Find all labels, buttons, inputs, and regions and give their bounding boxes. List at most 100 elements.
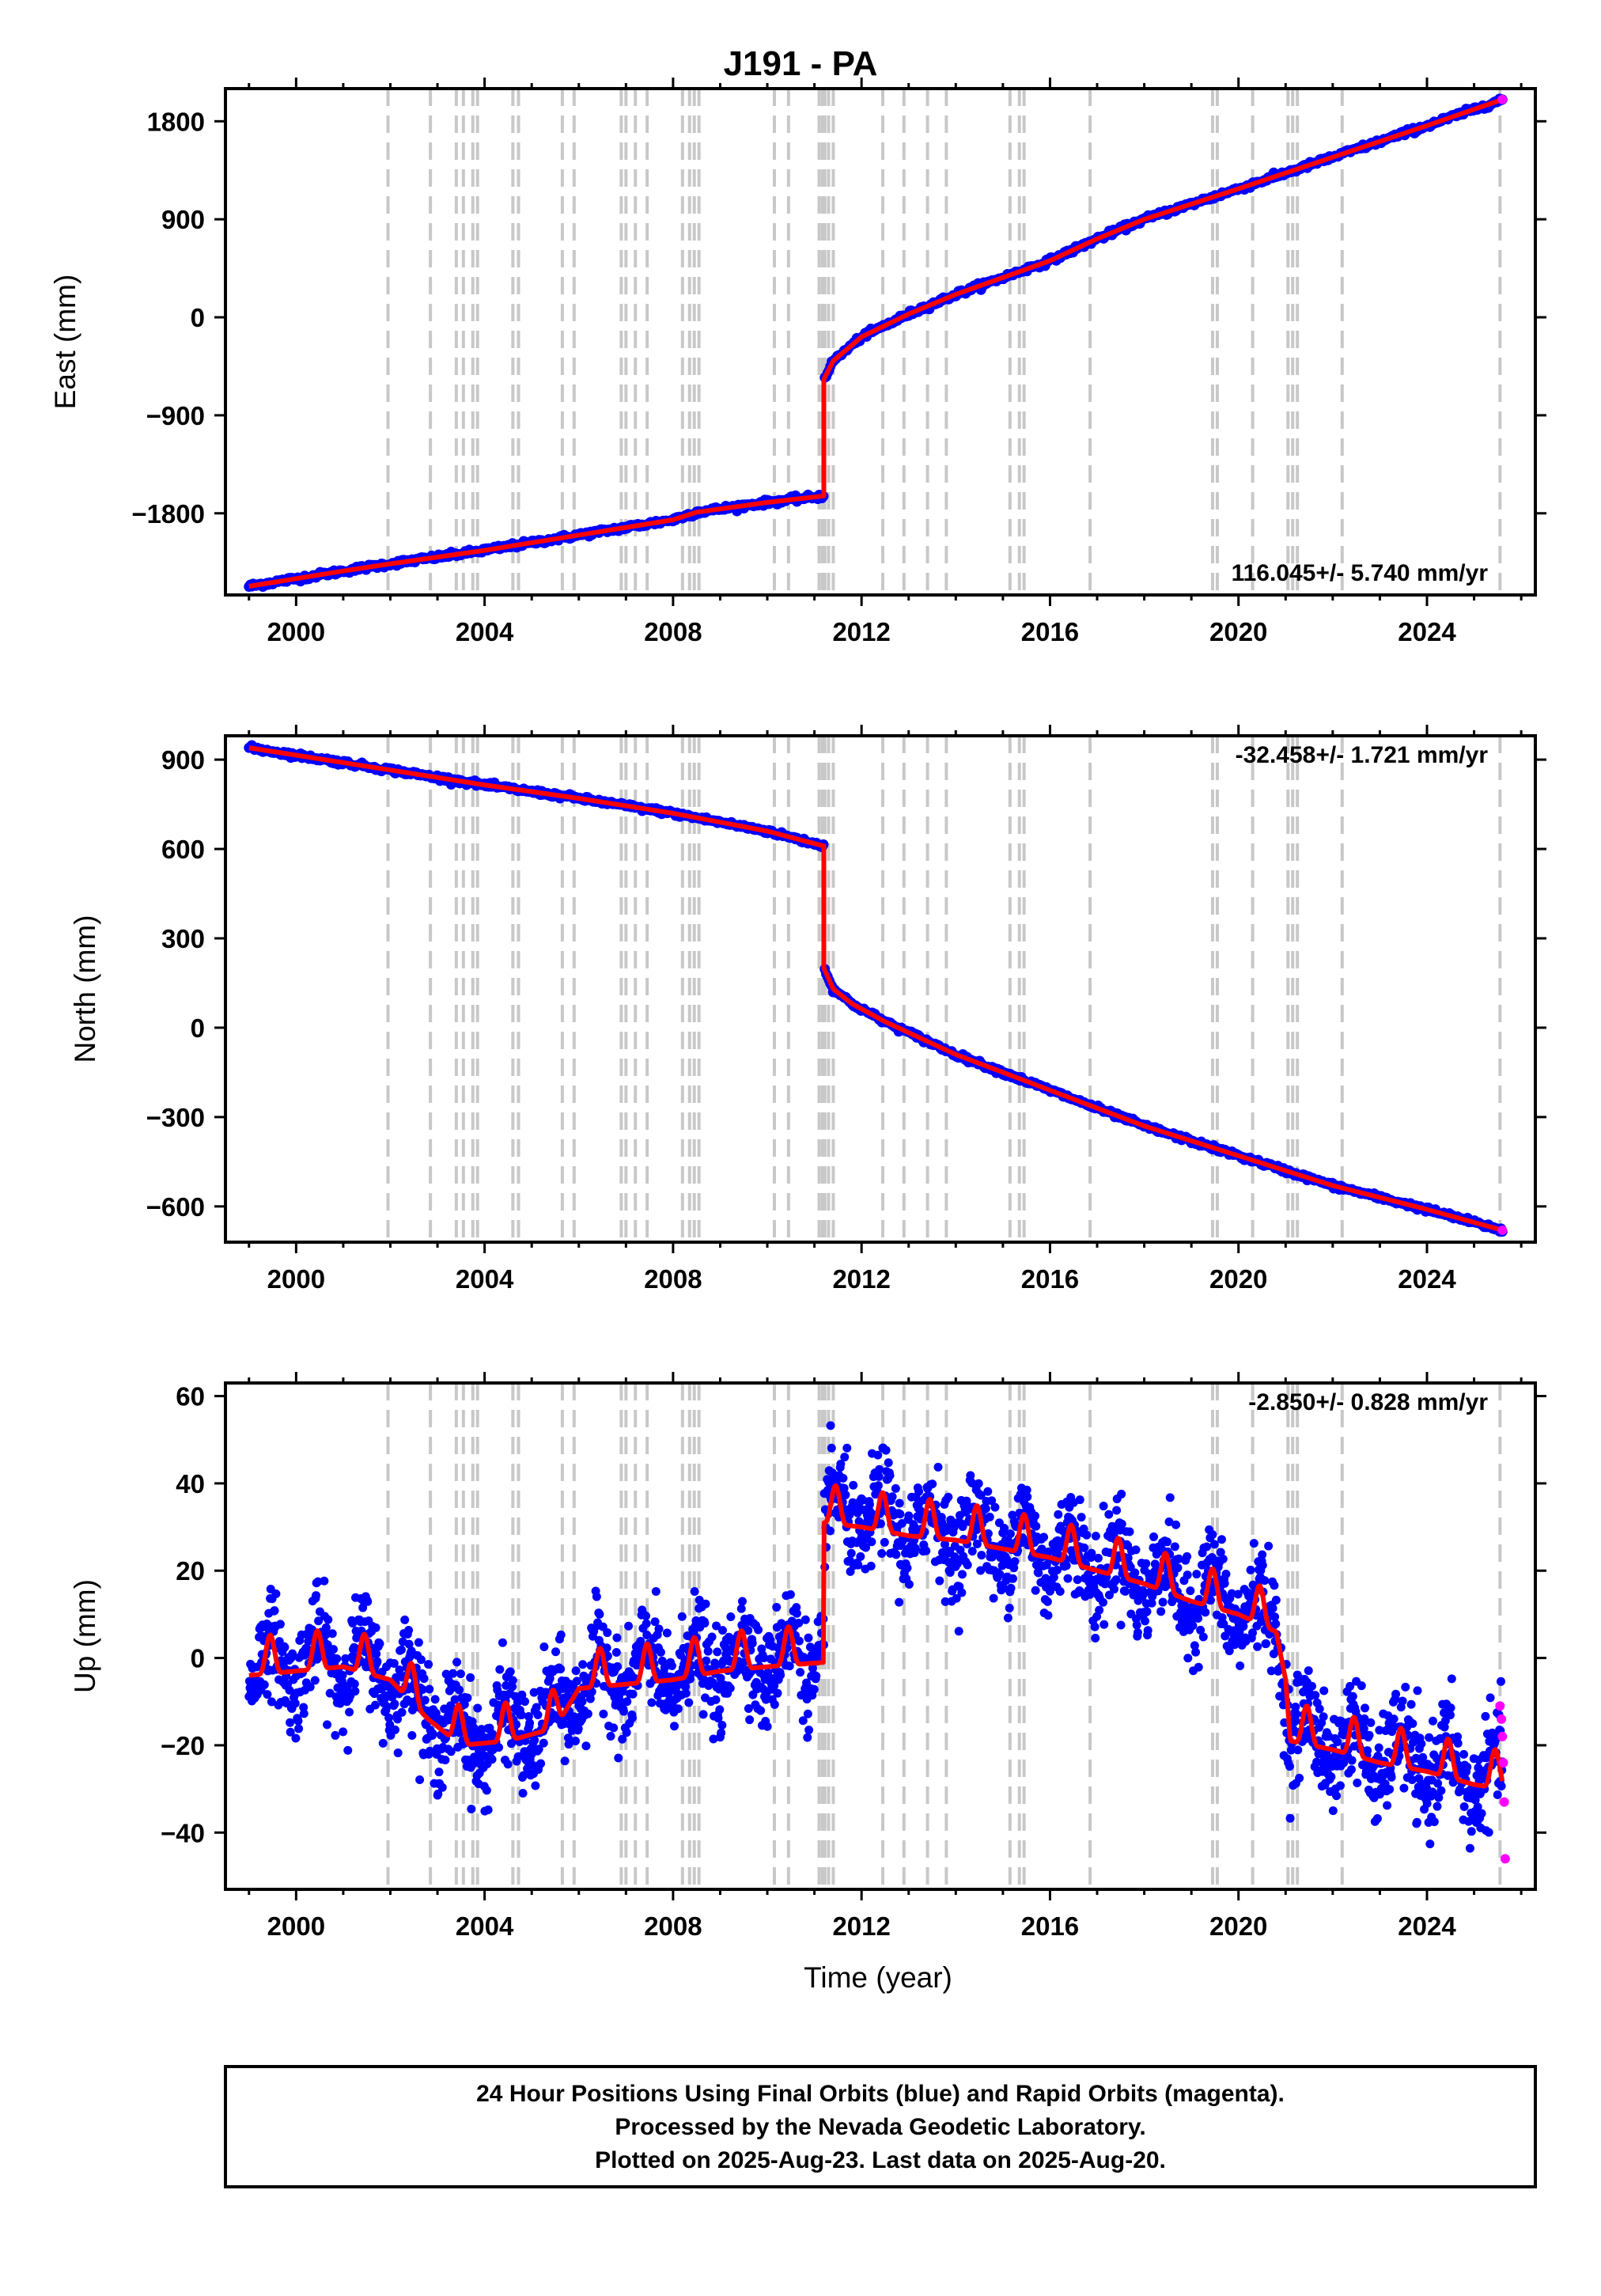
final-orbit-point — [1100, 1620, 1109, 1629]
final-orbit-point — [1227, 1589, 1236, 1598]
final-orbit-point — [571, 1666, 581, 1676]
final-orbit-point — [467, 1804, 476, 1813]
final-orbit-point — [375, 1639, 384, 1648]
final-orbit-point — [736, 1604, 746, 1613]
final-orbit-point — [437, 1783, 447, 1792]
final-orbit-point — [536, 1759, 546, 1768]
final-orbit-point — [800, 1615, 810, 1624]
final-orbit-point — [1425, 1733, 1434, 1742]
final-orbit-point — [914, 1487, 924, 1496]
final-orbit-point — [1186, 1586, 1195, 1596]
final-orbit-point — [1319, 1686, 1329, 1695]
final-orbit-point — [1142, 1607, 1152, 1616]
x-tick-label: 2004 — [456, 1911, 514, 1941]
final-orbit-point — [922, 1546, 931, 1555]
final-orbit-point — [1194, 1614, 1203, 1623]
final-orbit-point — [875, 1464, 884, 1474]
final-orbit-point — [1224, 1646, 1234, 1656]
final-orbit-point — [415, 1775, 425, 1785]
final-orbit-point — [452, 1658, 462, 1667]
final-orbit-point — [1093, 1553, 1103, 1563]
final-orbit-point — [1266, 1666, 1276, 1676]
final-orbit-point — [1425, 1839, 1435, 1849]
final-orbit-point — [803, 1733, 812, 1742]
final-orbit-point — [1363, 1746, 1372, 1756]
model-curve-north — [248, 745, 1504, 1233]
final-orbit-point — [716, 1673, 725, 1683]
final-orbit-point — [339, 1727, 348, 1737]
x-tick-label: 2020 — [1209, 1911, 1267, 1941]
final-orbit-point — [1073, 1575, 1082, 1585]
final-orbit-point — [846, 1548, 856, 1558]
final-orbit-point — [431, 1709, 441, 1718]
final-orbit-point — [1091, 1634, 1100, 1643]
final-orbit-point — [1236, 1661, 1245, 1670]
final-orbit-point — [842, 1443, 852, 1453]
x-tick-label: 2012 — [832, 617, 890, 646]
final-orbit-point — [1104, 1590, 1114, 1600]
final-orbit-point — [1311, 1691, 1320, 1700]
final-orbit-point — [1339, 1758, 1349, 1767]
final-orbit-point — [602, 1643, 611, 1653]
final-orbit-point — [904, 1580, 914, 1589]
final-orbit-point — [1194, 1662, 1203, 1672]
final-orbit-point — [744, 1703, 753, 1713]
final-orbit-point — [1217, 1612, 1227, 1622]
final-orbit-point — [294, 1724, 304, 1733]
final-orbit-point — [840, 1453, 850, 1462]
final-orbit-point — [1445, 1711, 1455, 1720]
final-orbit-point — [482, 1786, 491, 1795]
final-orbit-point — [1221, 1569, 1231, 1578]
final-orbit-point — [1347, 1756, 1357, 1765]
final-orbit-point — [286, 1718, 295, 1727]
y-axis-label-up: Up (mm) — [69, 1579, 101, 1693]
final-orbit-point — [577, 1697, 587, 1707]
final-orbit-point — [1327, 1772, 1336, 1782]
final-orbit-point — [1043, 1597, 1052, 1606]
final-orbit-point — [400, 1615, 410, 1624]
final-orbit-point — [849, 1480, 858, 1490]
final-orbit-point — [861, 1543, 871, 1552]
final-orbit-point — [393, 1749, 403, 1758]
final-orbit-point — [314, 1616, 324, 1626]
final-orbit-point — [1174, 1554, 1183, 1563]
final-orbit-point — [1408, 1718, 1417, 1728]
final-orbit-point — [963, 1560, 972, 1570]
final-orbit-point — [338, 1670, 347, 1680]
final-orbit-point — [564, 1740, 573, 1749]
final-orbit-point — [419, 1674, 429, 1684]
final-orbit-point — [1039, 1533, 1049, 1542]
final-orbit-point — [794, 1618, 804, 1627]
final-orbit-point — [1346, 1765, 1356, 1775]
final-orbit-point — [690, 1586, 699, 1596]
final-orbit-point — [1171, 1520, 1181, 1529]
final-orbit-point — [642, 1631, 652, 1640]
final-orbit-point — [977, 1551, 986, 1560]
final-orbit-point — [505, 1667, 515, 1677]
final-orbit-point — [487, 1755, 497, 1764]
final-orbit-point — [700, 1619, 710, 1628]
y-tick-label: 0 — [191, 303, 205, 332]
final-orbit-point — [571, 1736, 581, 1745]
final-orbit-point — [371, 1700, 380, 1710]
final-orbit-point — [654, 1624, 664, 1634]
final-orbit-point — [713, 1647, 722, 1657]
final-orbit-point — [987, 1496, 997, 1506]
final-orbit-point — [1258, 1550, 1267, 1559]
final-orbit-point — [1208, 1530, 1217, 1540]
final-orbit-point — [1132, 1620, 1141, 1630]
final-orbit-point — [670, 1722, 679, 1731]
final-orbit-point — [1005, 1529, 1015, 1539]
x-tick-label: 2020 — [1209, 617, 1267, 646]
final-orbit-point — [1291, 1703, 1300, 1712]
final-orbit-point — [388, 1692, 397, 1702]
rapid-orbit-point — [1498, 1758, 1508, 1767]
y-tick-label: 0 — [191, 1013, 205, 1043]
final-orbit-point — [1117, 1519, 1126, 1529]
footer-line-2: Processed by the Nevada Geodetic Laborat… — [615, 2114, 1145, 2140]
final-orbit-point — [350, 1679, 359, 1688]
final-orbit-point — [885, 1471, 895, 1480]
final-orbit-point — [707, 1632, 717, 1642]
model-curve-east — [248, 97, 1504, 589]
final-orbit-point — [1357, 1681, 1366, 1691]
